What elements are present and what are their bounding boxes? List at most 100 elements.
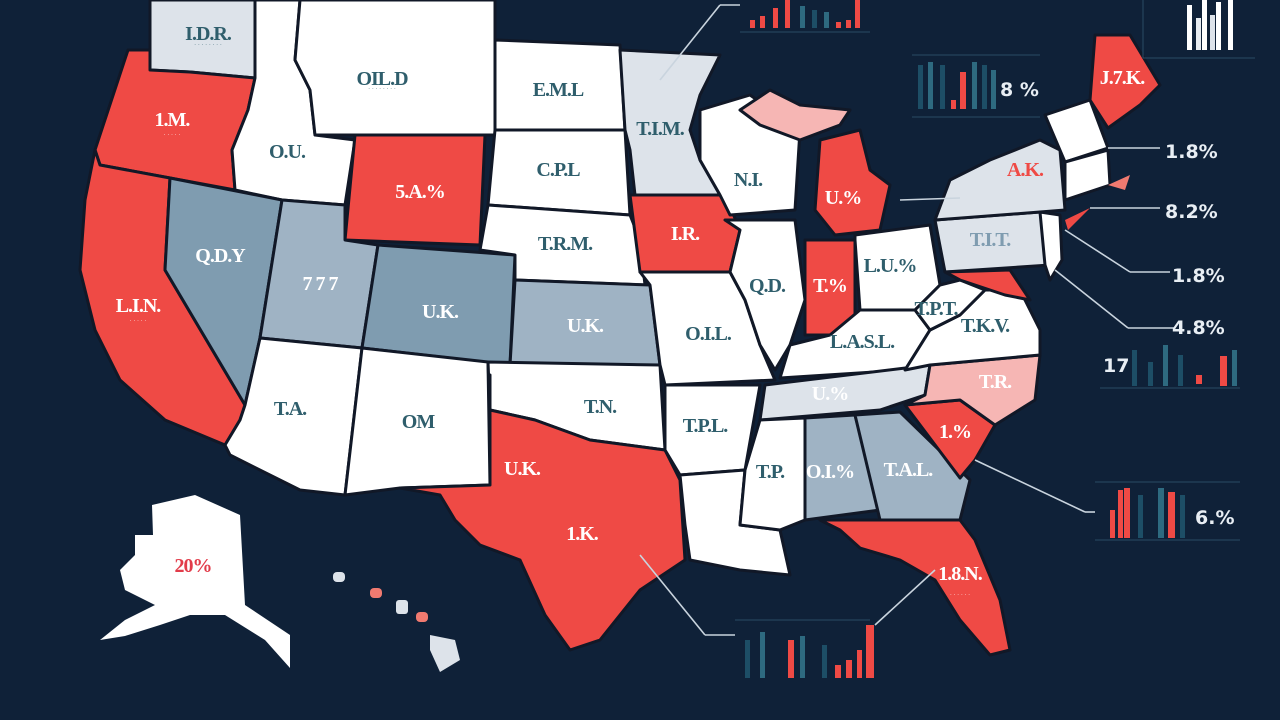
- bar-chart-top-right[interactable]: [1142, 0, 1255, 59]
- label-ak: 20%: [175, 555, 213, 577]
- state-md[interactable]: [943, 268, 1032, 302]
- svg-text:J.7.K.: J.7.K.: [1100, 67, 1146, 89]
- svg-text:I.R.: I.R.: [671, 223, 700, 245]
- label-fl: 1.8.N. · · · · · ·: [938, 563, 983, 598]
- state-ga[interactable]: [853, 410, 972, 522]
- label-ne: T.R.M.: [538, 233, 594, 255]
- label-ny: A.K.: [1007, 159, 1045, 181]
- svg-text:T.K.V.: T.K.V.: [961, 315, 1010, 337]
- hi-island-5[interactable]: [430, 635, 460, 672]
- label-in: T.%: [813, 275, 848, 297]
- state-ny[interactable]: [933, 138, 1067, 222]
- state-me[interactable]: [1088, 33, 1162, 130]
- state-mi[interactable]: [813, 128, 892, 237]
- label-az: T.A.: [274, 398, 308, 420]
- svg-text:1.%: 1.%: [939, 421, 971, 443]
- state-fl[interactable]: [818, 518, 1012, 657]
- state-mi-upper[interactable]: [738, 88, 852, 142]
- label-al: O.I.%: [806, 461, 855, 483]
- svg-text:U.K.: U.K.: [422, 301, 459, 323]
- callout-value-5: 17: [1103, 355, 1129, 377]
- callout-value-7: 8 %: [1000, 79, 1039, 101]
- long-island: [1065, 208, 1090, 230]
- svg-text:7 7 7: 7 7 7: [303, 273, 339, 295]
- label-va: T.K.V.: [961, 315, 1011, 337]
- state-wv[interactable]: [913, 278, 987, 332]
- label-wv: T.P.T.: [914, 298, 959, 320]
- svg-text:T.R.: T.R.: [979, 371, 1012, 393]
- svg-text:U.%: U.%: [812, 383, 848, 405]
- svg-text:1.8.N.: 1.8.N.: [938, 563, 982, 585]
- label-nm: OM: [402, 411, 437, 433]
- svg-text:T.P.: T.P.: [756, 461, 785, 483]
- bar-chart-right-middle[interactable]: [1100, 345, 1240, 389]
- bar-chart-right-lower[interactable]: [1095, 481, 1240, 541]
- svg-text:1.M.: 1.M.: [155, 109, 191, 131]
- svg-text:L.I.N.: L.I.N.: [116, 295, 162, 317]
- bar-chart-bottom-center[interactable]: [735, 619, 874, 678]
- svg-text:OIL.D: OIL.D: [356, 68, 408, 90]
- cape-cod: [1108, 175, 1130, 190]
- label-ut: 7 7 7: [303, 273, 340, 295]
- label-ga: T.A.L.: [884, 459, 935, 481]
- callout-value-2: 8.2%: [1165, 201, 1218, 223]
- label-wy: 5.A.%: [395, 181, 445, 203]
- label-mi: U.%: [825, 187, 862, 209]
- label-co: U.K.: [422, 301, 460, 323]
- label-or: 1.M.· · · · ·: [155, 109, 192, 138]
- svg-text:E.M.L: E.M.L: [533, 79, 584, 101]
- label-nd: E.M.L: [533, 79, 585, 101]
- svg-text:O.I.L.: O.I.L.: [685, 323, 732, 345]
- hi-island-4[interactable]: [416, 612, 428, 622]
- callout-leaders: [639, 4, 1175, 636]
- svg-text:· · · · · · · ·: · · · · · · · ·: [368, 86, 396, 92]
- svg-text:L.U.%: L.U.%: [864, 255, 917, 277]
- label-tx-north: U.K.: [504, 458, 542, 480]
- svg-text:C.P.L: C.P.L: [536, 159, 580, 181]
- label-pa: T.I.T.: [970, 229, 1012, 251]
- label-mn: T.I.M.: [636, 118, 686, 140]
- svg-text:OM: OM: [402, 411, 436, 433]
- state-tx[interactable]: [398, 373, 687, 652]
- callout-value-3: 1.8%: [1172, 265, 1225, 287]
- svg-text:· · · · · · · ·: · · · · · · · ·: [194, 42, 222, 48]
- label-ia: I.R.: [671, 223, 701, 245]
- bar-chart-upper-right[interactable]: [912, 54, 1040, 118]
- hi-island-2[interactable]: [370, 588, 382, 598]
- label-ms: T.P.: [756, 461, 786, 483]
- label-ok: T.N.: [584, 396, 618, 418]
- label-id: O.U.: [269, 141, 307, 163]
- state-tn[interactable]: [758, 363, 932, 422]
- label-mo: O.I.L.: [685, 323, 733, 345]
- svg-text:T.R.M.: T.R.M.: [538, 233, 593, 255]
- state-ak[interactable]: [100, 495, 290, 668]
- bar-chart-top-center[interactable]: [740, 0, 870, 33]
- svg-text:U.%: U.%: [825, 187, 861, 209]
- hi-island-1[interactable]: [333, 572, 345, 582]
- svg-text:Q.D.Y: Q.D.Y: [195, 245, 246, 267]
- svg-text:T.A.: T.A.: [274, 398, 307, 420]
- svg-text:O.U.: O.U.: [269, 141, 306, 163]
- svg-text:T.A.L.: T.A.L.: [884, 459, 934, 481]
- svg-text:N.I.: N.I.: [734, 169, 763, 191]
- label-wa: I.D.R.· · · · · · · ·: [185, 23, 233, 48]
- label-nc: T.R.: [979, 371, 1013, 393]
- state-mt[interactable]: [293, 0, 497, 137]
- svg-text:· · · · ·: · · · · ·: [164, 132, 181, 138]
- svg-text:Q.D.: Q.D.: [749, 275, 786, 297]
- svg-text:T.P.T.: T.P.T.: [914, 298, 958, 320]
- label-tn: U.%: [812, 383, 849, 405]
- state-nc[interactable]: [903, 353, 1042, 427]
- hi-island-3[interactable]: [396, 600, 408, 614]
- label-nv: Q.D.Y: [195, 245, 247, 267]
- svg-text:U.K.: U.K.: [567, 315, 604, 337]
- svg-text:O.I.%: O.I.%: [806, 461, 854, 483]
- svg-text:· · · · · ·: · · · · · ·: [950, 592, 970, 598]
- svg-text:T.%: T.%: [813, 275, 847, 297]
- svg-text:T.I.M.: T.I.M.: [636, 118, 685, 140]
- state-il[interactable]: [723, 218, 807, 372]
- label-wi: N.I.: [734, 169, 764, 191]
